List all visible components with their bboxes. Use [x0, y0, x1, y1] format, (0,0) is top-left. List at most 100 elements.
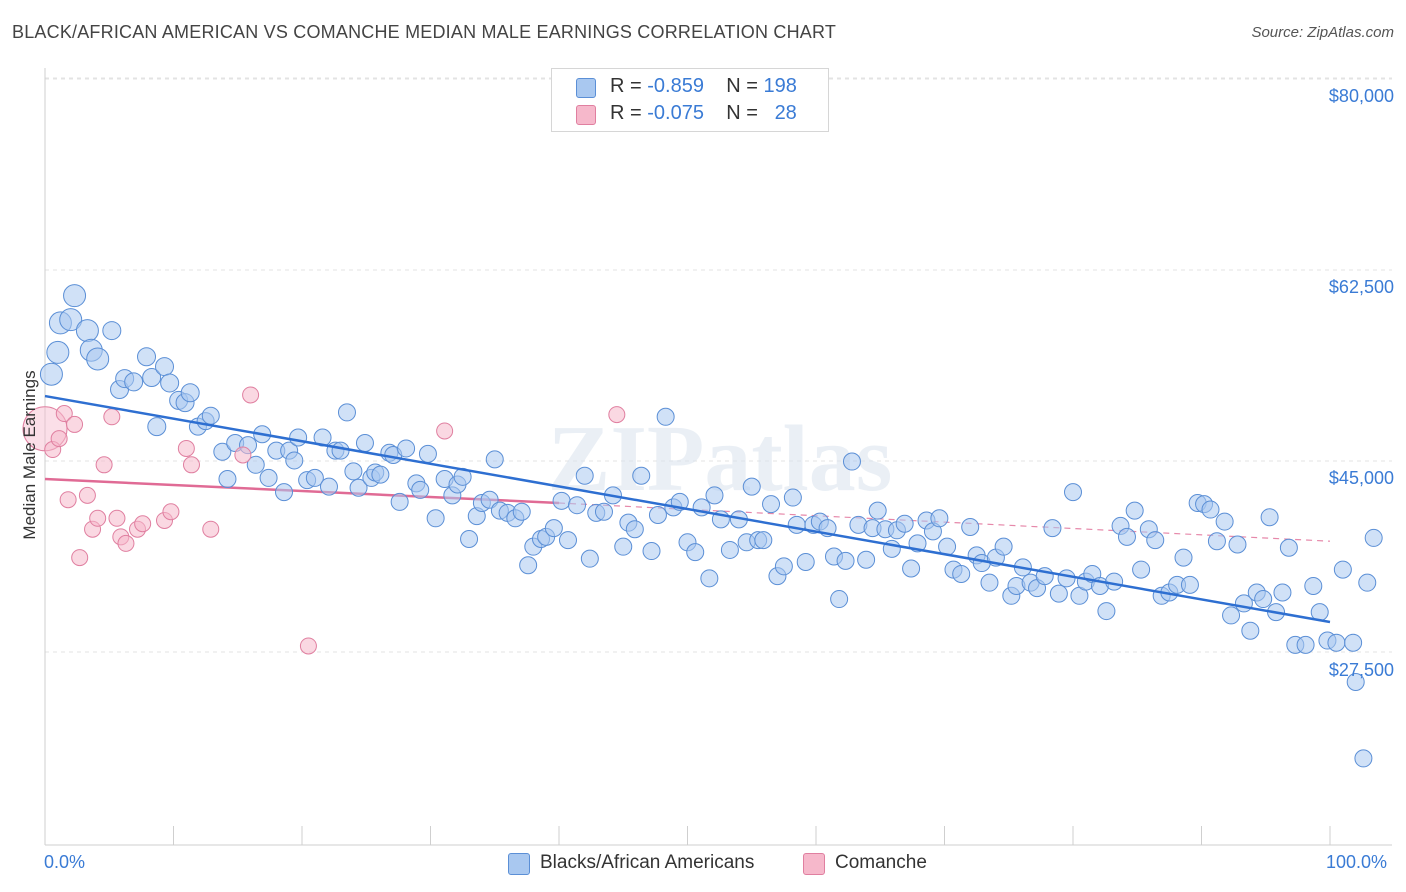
legend-stats: R = -0.859 N = 198: [610, 75, 797, 97]
blacks-point: [201, 406, 220, 425]
axes: [44, 68, 1392, 846]
blacks-point: [1254, 590, 1273, 609]
comanche-point: [182, 456, 200, 474]
blacks-point: [124, 372, 144, 392]
blacks-trend-line: [44, 394, 1331, 624]
comanche-point: [71, 549, 89, 567]
blacks-point: [289, 428, 308, 447]
blacks-point: [63, 284, 87, 308]
comanche-point: [242, 386, 260, 404]
blacks-point: [1146, 531, 1165, 550]
blacks-point: [895, 514, 914, 533]
blacks-point: [46, 340, 70, 364]
blacks-point: [930, 509, 949, 528]
blacks-point: [594, 502, 613, 521]
blacks-point: [1296, 635, 1315, 654]
comanche-trend-line: [44, 477, 560, 505]
blacks-point: [285, 451, 304, 470]
blacks-point: [337, 403, 356, 422]
comanche-point: [50, 430, 68, 448]
comanche-point: [202, 520, 220, 538]
blacks-point: [552, 491, 571, 510]
blacks-point: [836, 551, 855, 570]
blacks-point: [614, 537, 633, 556]
blacks-point: [558, 531, 577, 550]
y-tick-label: $80,000: [1328, 86, 1394, 106]
blacks-point: [102, 321, 122, 341]
blacks-point: [39, 362, 63, 386]
blacks-point: [700, 569, 719, 588]
blacks-point: [1346, 673, 1365, 692]
comanche-point: [95, 456, 113, 474]
blue-swatch: [576, 78, 596, 98]
blacks-point: [59, 308, 83, 332]
blacks-point: [952, 564, 971, 583]
blacks-point: [774, 557, 793, 576]
comanche-point: [134, 515, 152, 533]
blacks-point: [1215, 512, 1234, 531]
blacks-point: [1201, 500, 1220, 519]
gridlines: [45, 77, 1392, 653]
blacks-point: [656, 407, 675, 426]
blacks-point: [642, 542, 661, 561]
blacks-point: [567, 496, 586, 515]
blacks-point: [259, 468, 278, 487]
comanche-point: [162, 503, 180, 521]
blacks-point: [1117, 527, 1136, 546]
blacks-point: [180, 383, 200, 403]
blacks-point: [319, 477, 338, 496]
blacks-point: [1132, 560, 1151, 579]
comanche-point: [299, 637, 317, 655]
blacks-point: [1180, 575, 1199, 594]
blacks-point: [246, 455, 265, 474]
blacks-point: [1333, 560, 1352, 579]
blue-swatch: [508, 853, 530, 875]
comanche-point: [66, 415, 84, 433]
blacks-point: [86, 347, 110, 371]
blacks-point: [418, 444, 437, 463]
blacks-point: [625, 520, 644, 539]
blacks-point: [742, 477, 761, 496]
blacks-point: [857, 550, 876, 569]
blacks-point: [155, 357, 175, 377]
legend-stats: R = -0.075 N = 28: [610, 102, 797, 124]
blacks-point: [632, 466, 651, 485]
blacks-point: [1097, 602, 1116, 621]
blacks-point: [460, 530, 479, 549]
comanche-point: [608, 406, 626, 424]
blacks-point: [411, 480, 430, 499]
blacks-point: [686, 543, 705, 562]
chart-title: BLACK/AFRICAN AMERICAN VS COMANCHE MEDIA…: [12, 22, 837, 42]
blacks-point: [1064, 483, 1082, 502]
blacks-point: [575, 466, 594, 485]
x-tick-label-max: 100.0%: [1326, 852, 1388, 872]
comanche-point: [436, 422, 454, 440]
blacks-point: [142, 367, 162, 387]
blacks-point: [1241, 621, 1260, 640]
blacks-point: [762, 495, 781, 514]
blacks-point: [1207, 532, 1226, 551]
blacks-point: [830, 590, 849, 609]
blacks-point: [397, 439, 416, 458]
blacks-point: [1057, 569, 1076, 588]
blacks-point: [544, 519, 563, 538]
blacks-point: [331, 441, 350, 460]
correlation-legend: R = -0.859 N = 198 R = -0.075 N = 28: [551, 68, 829, 132]
source-credit: Source: ZipAtlas.com: [1251, 24, 1394, 41]
blacks-point: [1279, 538, 1298, 557]
comanche-point: [78, 486, 96, 504]
blacks-point: [1358, 573, 1377, 592]
blacks-point: [1354, 749, 1373, 768]
blacks-point: [1327, 633, 1346, 652]
blacks-point: [705, 486, 724, 505]
comanche-point: [108, 509, 126, 527]
x-tick-label-min: 0.0%: [44, 852, 86, 872]
comanche-point: [234, 446, 252, 464]
blacks-point: [512, 502, 531, 521]
y-axis-title: Median Male Earnings: [20, 370, 39, 540]
comanche-point: [59, 491, 77, 509]
blacks-point: [796, 552, 815, 571]
blacks-point: [1344, 633, 1363, 652]
blacks-point: [1125, 501, 1144, 520]
